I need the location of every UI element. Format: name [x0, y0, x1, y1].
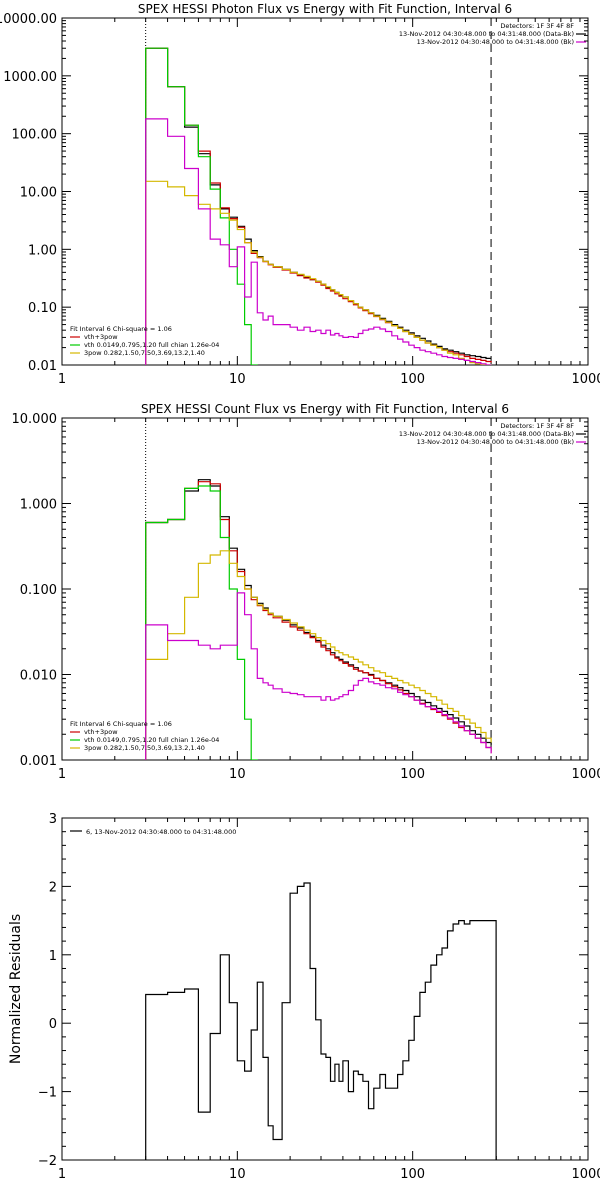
x-tick-label: 1: [58, 1167, 66, 1182]
panel-2: [61, 417, 589, 761]
header-line: 13-Nov-2012 04:30:48.000 to 04:31:48.000…: [399, 30, 574, 38]
y-tick-label: 2: [49, 880, 57, 895]
x-tick-label: 1: [58, 372, 66, 387]
y-tick-label: 0.100: [20, 583, 57, 598]
series-line-4: [145, 550, 492, 760]
x-tick-label: 10: [229, 767, 246, 782]
y-tick-label: 1.00: [28, 243, 57, 258]
plot-frame: [61, 417, 589, 761]
series-line-3: [145, 47, 258, 365]
y-tick-label: 0: [49, 1017, 57, 1032]
header-line: 13-Nov-2012 04:30:48.000 to 04:31:48.000…: [417, 38, 574, 46]
residual-legend-label: 6, 13-Nov-2012 04:30:48.000 to 04:31:48.…: [86, 828, 236, 836]
x-tick-label: 10: [229, 1167, 246, 1182]
series-line-3: [145, 485, 258, 760]
header-line: 13-Nov-2012 04:30:48.000 to 04:31:48.000…: [399, 430, 574, 438]
y-tick-label: 1.000: [20, 498, 57, 513]
y-tick-label: 10000.00: [0, 12, 57, 27]
y-tick-label: 0.10: [28, 301, 57, 316]
header-line: Detectors: 1F 3F 4F 8F: [500, 422, 574, 430]
y-tick-label: 100.00: [12, 128, 58, 143]
fit-summary-text: Fit Interval 6 Chi-square = 1.06: [70, 325, 172, 333]
header-line: 13-Nov-2012 04:30:48.000 to 04:31:48.000…: [417, 438, 574, 446]
x-tick-label: 1000: [571, 767, 600, 782]
series-line-4: [145, 180, 492, 365]
series-line-2: [145, 47, 492, 365]
y-tick-label: 0.010: [20, 669, 57, 684]
y-tick-label: −1: [38, 1086, 57, 1101]
y-tick-label: 10.00: [20, 186, 57, 201]
y-tick-label: −2: [38, 1154, 57, 1169]
plot-frame: [61, 817, 589, 1161]
y-tick-label: 1: [49, 949, 57, 964]
fit-legend-label: vth 0.0149,0.795,1.20 full chian 1.26e-0…: [84, 341, 219, 349]
x-tick-label: 1000: [571, 372, 600, 387]
fit-legend-label: vth 0.0149,0.795,1.20 full chian 1.26e-0…: [84, 736, 219, 744]
panel-3: [61, 817, 589, 1161]
series-line-5: [145, 118, 492, 365]
fit-summary-text: Fit Interval 6 Chi-square = 1.06: [70, 720, 172, 728]
y-tick-label: 0.001: [20, 754, 57, 769]
fit-legend-label: vth+3pow: [84, 333, 118, 341]
chart-title: SPEX HESSI Photon Flux vs Energy with Fi…: [138, 2, 512, 16]
series-line-2: [145, 481, 492, 760]
x-tick-label: 100: [400, 767, 425, 782]
series-line-1: [145, 47, 492, 365]
series-line-1: [145, 882, 497, 1160]
y-tick-label: 10.000: [12, 412, 58, 427]
y-tick-label: 1000.00: [3, 70, 57, 85]
y-tick-label: 0.01: [28, 359, 57, 374]
x-tick-label: 10: [229, 372, 246, 387]
chart-title: SPEX HESSI Count Flux vs Energy with Fit…: [141, 402, 509, 416]
y-axis-label: Normalized Residuals: [8, 914, 24, 1064]
panel-1: [61, 17, 589, 366]
x-tick-label: 1000: [571, 1167, 600, 1182]
fit-legend-label: vth+3pow: [84, 728, 118, 736]
y-tick-label: 3: [49, 812, 57, 827]
x-tick-label: 100: [400, 372, 425, 387]
x-tick-label: 1: [58, 767, 66, 782]
series-line-5: [145, 592, 492, 760]
plot-frame: [61, 17, 589, 366]
series-line-1: [145, 479, 492, 760]
fit-legend-label: 3pow 0.282,1.50,7.50,3.69,13.2,1.40: [84, 744, 205, 752]
x-tick-label: 100: [400, 1167, 425, 1182]
header-line: Detectors: 1F 3F 4F 8F: [500, 22, 574, 30]
fit-legend-label: 3pow 0.282,1.50,7.50,3.69,13.2,1.40: [84, 349, 205, 357]
